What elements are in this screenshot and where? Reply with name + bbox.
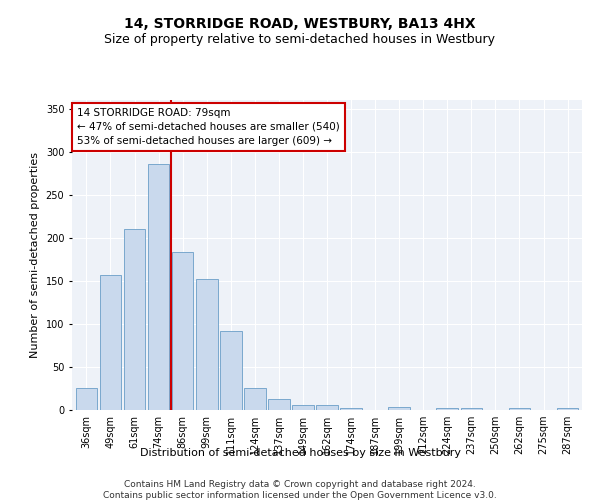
Bar xyxy=(557,408,578,410)
Bar xyxy=(244,388,266,410)
Bar xyxy=(292,405,314,410)
Bar xyxy=(76,388,97,410)
Text: Contains public sector information licensed under the Open Government Licence v3: Contains public sector information licen… xyxy=(103,491,497,500)
Bar xyxy=(148,164,169,410)
Text: 14, STORRIDGE ROAD, WESTBURY, BA13 4HX: 14, STORRIDGE ROAD, WESTBURY, BA13 4HX xyxy=(124,18,476,32)
Bar xyxy=(340,408,362,410)
Y-axis label: Number of semi-detached properties: Number of semi-detached properties xyxy=(30,152,40,358)
Bar xyxy=(509,408,530,410)
Text: 14 STORRIDGE ROAD: 79sqm
← 47% of semi-detached houses are smaller (540)
53% of : 14 STORRIDGE ROAD: 79sqm ← 47% of semi-d… xyxy=(77,108,340,146)
Bar xyxy=(461,408,482,410)
Bar xyxy=(268,399,290,410)
Bar xyxy=(172,252,193,410)
Text: Distribution of semi-detached houses by size in Westbury: Distribution of semi-detached houses by … xyxy=(139,448,461,458)
Bar xyxy=(436,408,458,410)
Bar xyxy=(196,279,218,410)
Bar xyxy=(124,229,145,410)
Bar xyxy=(220,331,242,410)
Bar xyxy=(316,405,338,410)
Bar xyxy=(100,275,121,410)
Bar xyxy=(388,408,410,410)
Text: Contains HM Land Registry data © Crown copyright and database right 2024.: Contains HM Land Registry data © Crown c… xyxy=(124,480,476,489)
Text: Size of property relative to semi-detached houses in Westbury: Size of property relative to semi-detach… xyxy=(104,32,496,46)
